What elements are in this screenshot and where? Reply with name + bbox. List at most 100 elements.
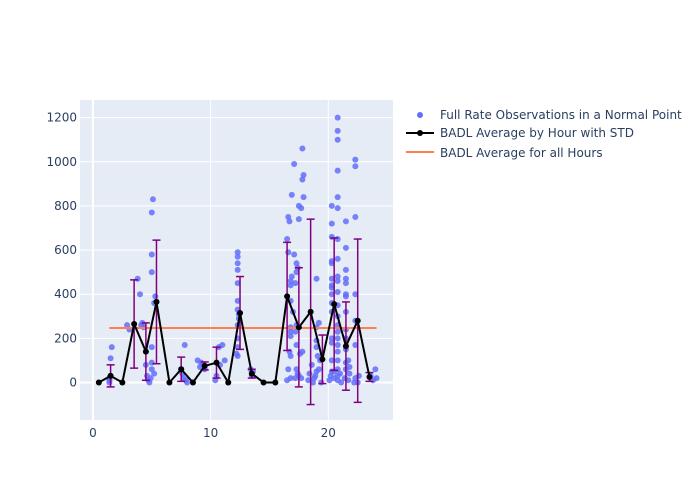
observation-point: [107, 355, 114, 362]
observation-point: [328, 357, 335, 364]
observation-point: [308, 361, 315, 368]
observation-point: [334, 348, 341, 355]
observation-point: [148, 209, 155, 216]
hourly-average-line: [98, 296, 371, 386]
observation-point: [124, 322, 131, 329]
observation-point: [108, 344, 115, 351]
x-tick-label: 10: [203, 426, 218, 440]
observation-point: [285, 249, 292, 256]
observation-point: [338, 379, 345, 386]
observation-point: [306, 370, 313, 377]
observation-point: [287, 328, 294, 335]
observation-point: [184, 379, 191, 386]
observation-point: [328, 339, 335, 346]
observation-point: [234, 280, 241, 287]
observation-point: [285, 366, 292, 373]
observation-point: [312, 372, 319, 379]
observation-point: [234, 297, 241, 304]
legend-label-overall-average: BADL Average for all Hours: [440, 146, 603, 160]
hourly-average-point: [260, 379, 267, 386]
hourly-average-point: [295, 324, 302, 331]
observation-point: [288, 273, 295, 280]
hourly-average-point: [131, 321, 138, 327]
observation-point: [328, 282, 335, 289]
observation-point: [342, 275, 349, 282]
hourly-average-point: [166, 379, 173, 386]
hourly-average-point: [366, 373, 373, 380]
legend: Full Rate Observations in a Normal Point…: [406, 108, 682, 160]
observation-point: [342, 280, 349, 287]
observation-point: [334, 273, 341, 280]
observation-point: [334, 341, 341, 348]
observation-point: [288, 191, 295, 198]
observation-point: [300, 194, 307, 201]
hourly-average-point: [248, 370, 255, 377]
hourly-average-point: [107, 372, 114, 379]
observation-point: [293, 341, 300, 348]
observation-point: [313, 275, 320, 282]
observation-point: [309, 379, 316, 386]
observation-point: [148, 251, 155, 258]
observation-point: [328, 291, 335, 298]
observation-point: [295, 216, 302, 223]
hourly-average-point: [142, 348, 149, 355]
observation-point: [334, 357, 341, 364]
hourly-average-point: [225, 379, 232, 386]
hourly-average-point: [189, 379, 196, 386]
y-tick-label: 800: [54, 199, 77, 213]
observation-point: [334, 328, 341, 335]
observation-point: [334, 167, 341, 174]
observation-point: [334, 255, 341, 262]
legend-item-overall-average[interactable]: BADL Average for all Hours: [406, 146, 603, 160]
observation-point: [305, 377, 312, 384]
observation-point: [234, 249, 241, 256]
plot-background: [80, 100, 393, 420]
observation-point: [328, 335, 335, 342]
y-tick-label: 1200: [46, 111, 77, 125]
legend-label-observations: Full Rate Observations in a Normal Point: [440, 108, 682, 122]
observation-point: [298, 205, 305, 212]
observation-point: [287, 353, 294, 359]
observation-point: [287, 333, 294, 340]
observation-point: [328, 220, 335, 227]
observation-point: [234, 353, 241, 359]
observation-point: [148, 366, 155, 373]
observation-point: [285, 213, 292, 220]
observation-point: [234, 266, 241, 273]
x-tick-label: 0: [89, 426, 97, 440]
observation-point: [334, 289, 341, 295]
hourly-average-point: [153, 298, 160, 305]
observation-point: [134, 275, 141, 282]
observation-point: [219, 341, 226, 348]
observation-point: [346, 370, 353, 377]
legend-item-hourly-average[interactable]: BADL Average by Hour with STD: [406, 126, 634, 140]
hourly-average-point: [178, 366, 185, 373]
observation-point: [315, 319, 322, 326]
observation-point: [342, 291, 349, 298]
observation-point: [352, 156, 359, 163]
y-tick-label: 400: [54, 287, 77, 301]
observation-point: [318, 379, 325, 386]
observation-point: [352, 213, 359, 220]
hourly-average-point: [119, 379, 126, 386]
observation-point: [221, 357, 228, 364]
y-tick-label: 1000: [46, 155, 77, 169]
observation-point: [287, 375, 294, 382]
observation-point: [234, 260, 241, 267]
observation-point: [292, 328, 299, 335]
observation-point: [328, 275, 335, 282]
observation-point: [342, 218, 349, 225]
observation-point: [151, 370, 158, 377]
legend-marker-observations: [417, 112, 423, 118]
observation-point: [149, 196, 156, 203]
observation-point: [299, 145, 306, 152]
hourly-average-point: [201, 362, 208, 369]
hourly-average-point: [284, 293, 291, 300]
observation-point: [314, 353, 321, 359]
legend-item-observations[interactable]: Full Rate Observations in a Normal Point: [417, 108, 682, 122]
observation-point: [352, 341, 359, 348]
observation-point: [372, 366, 379, 373]
hourly-average-point: [213, 359, 220, 366]
observation-point: [342, 266, 349, 273]
hourly-average-point: [237, 309, 244, 316]
